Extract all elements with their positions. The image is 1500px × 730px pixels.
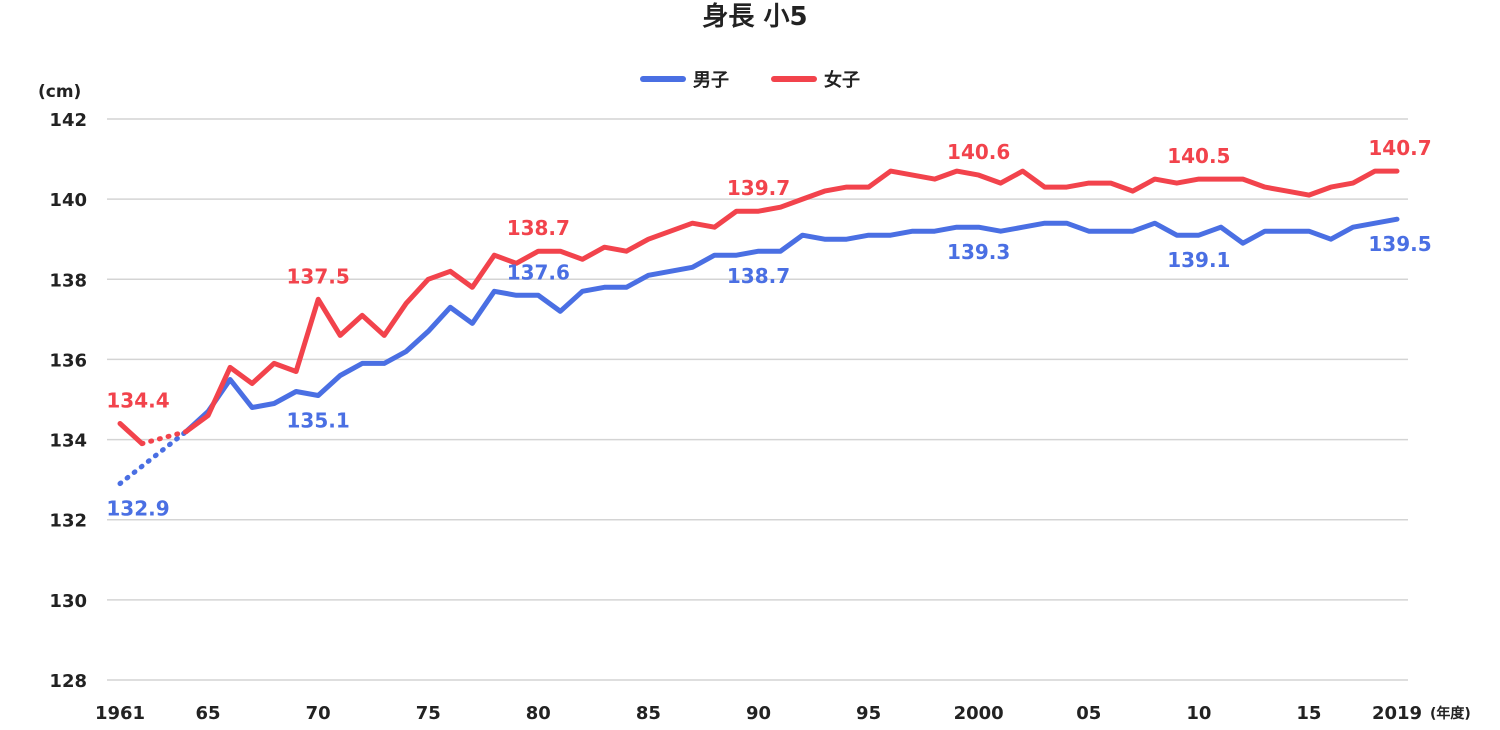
series-line-1-gap (139, 429, 189, 447)
series-line-0-gap (117, 429, 189, 487)
data-labels: 132.9 135.1 137.6 138.7 139.3 139.1 139.5 134.4… (106, 136, 1431, 521)
legend: 男子 女子 (640, 69, 860, 91)
x-tick-label: 80 (526, 703, 551, 724)
data-label-series-0: 137.6 (507, 260, 570, 284)
data-label-series-0: 139.5 (1368, 232, 1431, 256)
y-tick-label: 142 (49, 110, 87, 131)
x-tick-label: 1961 (95, 703, 145, 724)
x-tick-label: 2000 (954, 703, 1004, 724)
y-tick-label: 138 (49, 270, 87, 291)
series-line-1-start (117, 421, 145, 447)
data-label-series-1: 140.6 (947, 140, 1010, 164)
data-label-series-0: 138.7 (727, 264, 790, 288)
x-axis-ticks: 1961 65 70 75 80 85 90 95 2000 05 10 15 2019 (95, 703, 1422, 724)
legend-label-girls: 女子 (824, 69, 860, 91)
data-label-series-0: 135.1 (287, 408, 350, 432)
legend-label-boys: 男子 (693, 70, 729, 91)
data-label-series-1: 137.5 (287, 264, 350, 288)
data-label-series-1: 140.7 (1368, 136, 1431, 160)
x-tick-label: 15 (1296, 703, 1321, 724)
x-tick-label: 95 (856, 703, 881, 724)
x-axis-unit: (年度) (1430, 705, 1471, 722)
data-label-series-1: 139.7 (727, 176, 790, 200)
x-tick-label: 90 (746, 703, 771, 724)
y-axis-ticks: 128 130 132 134 136 138 140 142 (49, 110, 87, 692)
x-tick-label: 05 (1076, 703, 1101, 724)
y-tick-label: 134 (49, 431, 87, 452)
y-tick-label: 136 (49, 350, 87, 371)
y-tick-label: 140 (49, 190, 87, 211)
series-lines (117, 168, 1400, 487)
series-line-0 (183, 216, 1400, 435)
y-tick-label: 128 (49, 671, 87, 692)
x-tick-label: 70 (306, 703, 331, 724)
y-tick-label: 132 (49, 511, 87, 532)
data-label-series-0: 139.3 (947, 240, 1010, 264)
gridlines (107, 118, 1408, 681)
data-label-series-0: 132.9 (106, 497, 169, 521)
data-label-series-1: 134.4 (106, 389, 169, 413)
x-tick-label: 65 (196, 703, 221, 724)
x-tick-label: 10 (1186, 703, 1211, 724)
data-label-series-0: 139.1 (1167, 248, 1230, 272)
data-label-series-1: 138.7 (507, 216, 570, 240)
y-tick-label: 130 (49, 591, 87, 612)
x-tick-label: 2019 (1372, 703, 1422, 724)
data-label-series-1: 140.5 (1167, 144, 1230, 168)
series-line-1 (183, 168, 1400, 435)
y-axis-unit: (cm) (38, 82, 81, 102)
x-tick-label: 85 (636, 703, 661, 724)
x-tick-label: 75 (416, 703, 441, 724)
chart-title: 身長 小5 (702, 1, 807, 32)
